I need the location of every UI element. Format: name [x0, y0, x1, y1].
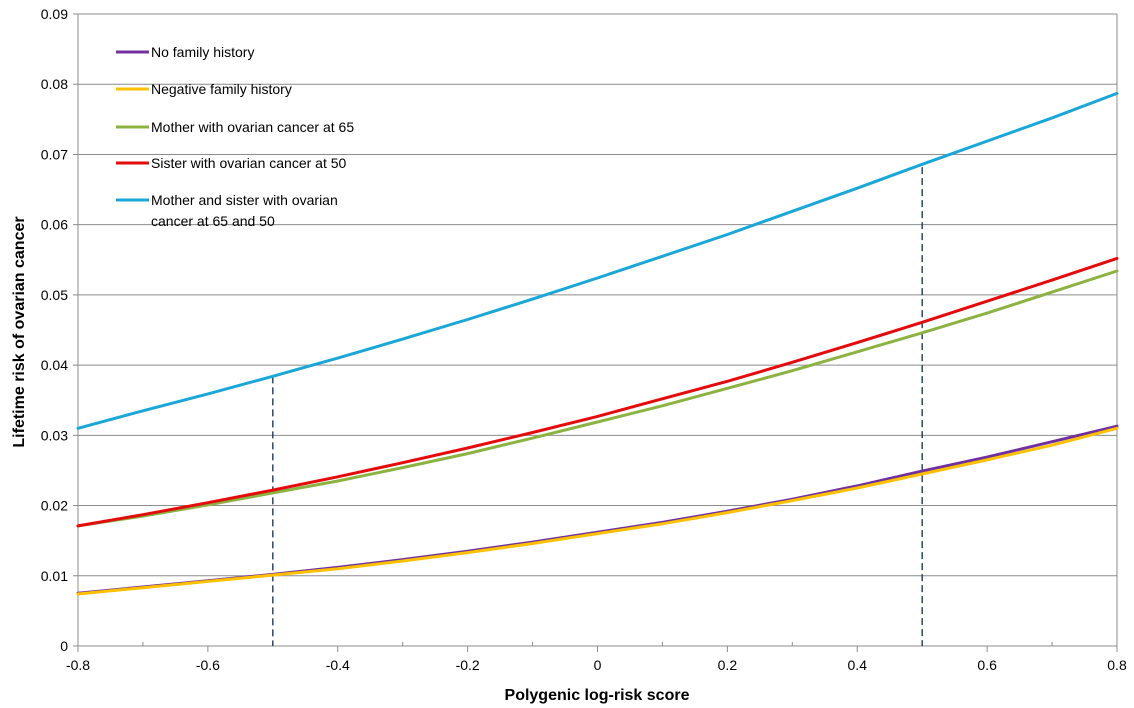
y-tick-label: 0 — [60, 638, 68, 654]
y-tick-label: 0.05 — [41, 287, 68, 303]
legend-label: Negative family history — [151, 81, 292, 97]
y-tick-label: 0.06 — [41, 217, 68, 233]
series-line — [76, 256, 1119, 528]
x-axis-title: Polygenic log-risk score — [505, 687, 690, 704]
y-tick-label: 0.02 — [41, 498, 68, 514]
series-line — [76, 424, 1119, 595]
x-tick-label: 0.2 — [718, 657, 738, 673]
y-tick-label: 0.03 — [41, 427, 68, 443]
legend: No family history Negative family history… — [116, 44, 354, 229]
x-tick-label: -0.8 — [66, 657, 90, 673]
y-tick-label: 0.01 — [41, 568, 68, 584]
x-tick-label: -0.6 — [196, 657, 220, 673]
x-tick-label: 0.6 — [977, 657, 997, 673]
y-tick-label: 0.07 — [41, 146, 68, 162]
legend-label: Mother with ovarian cancer at 65 — [151, 119, 354, 135]
reference-lines — [272, 167, 923, 646]
series-line — [76, 269, 1119, 528]
gridlines — [78, 13, 1117, 577]
x-tick-label: 0.4 — [848, 657, 868, 673]
legend-label: No family history — [151, 44, 254, 60]
x-tick-label: 0.8 — [1107, 657, 1127, 673]
series-line — [76, 426, 1119, 596]
series-lines — [76, 91, 1119, 596]
y-tick-label: 0.09 — [41, 6, 68, 22]
x-tick-label: -0.4 — [326, 657, 350, 673]
x-tick-label: 0 — [594, 657, 602, 673]
legend-label: Mother and sister with ovarian cancer at … — [151, 192, 338, 229]
y-tick-label: 0.08 — [41, 76, 68, 92]
x-tick-label: -0.2 — [456, 657, 480, 673]
series-line — [76, 91, 1119, 430]
y-tick-label: 0.04 — [41, 357, 68, 373]
y-axis-title: Lifetime risk of ovarian cancer — [11, 216, 28, 447]
legend-label: Sister with ovarian cancer at 50 — [151, 155, 347, 171]
axes: 0 0.01 0.02 0.03 0.04 0.05 0.06 0.07 0.08 0.09 -0.… — [41, 6, 1127, 673]
